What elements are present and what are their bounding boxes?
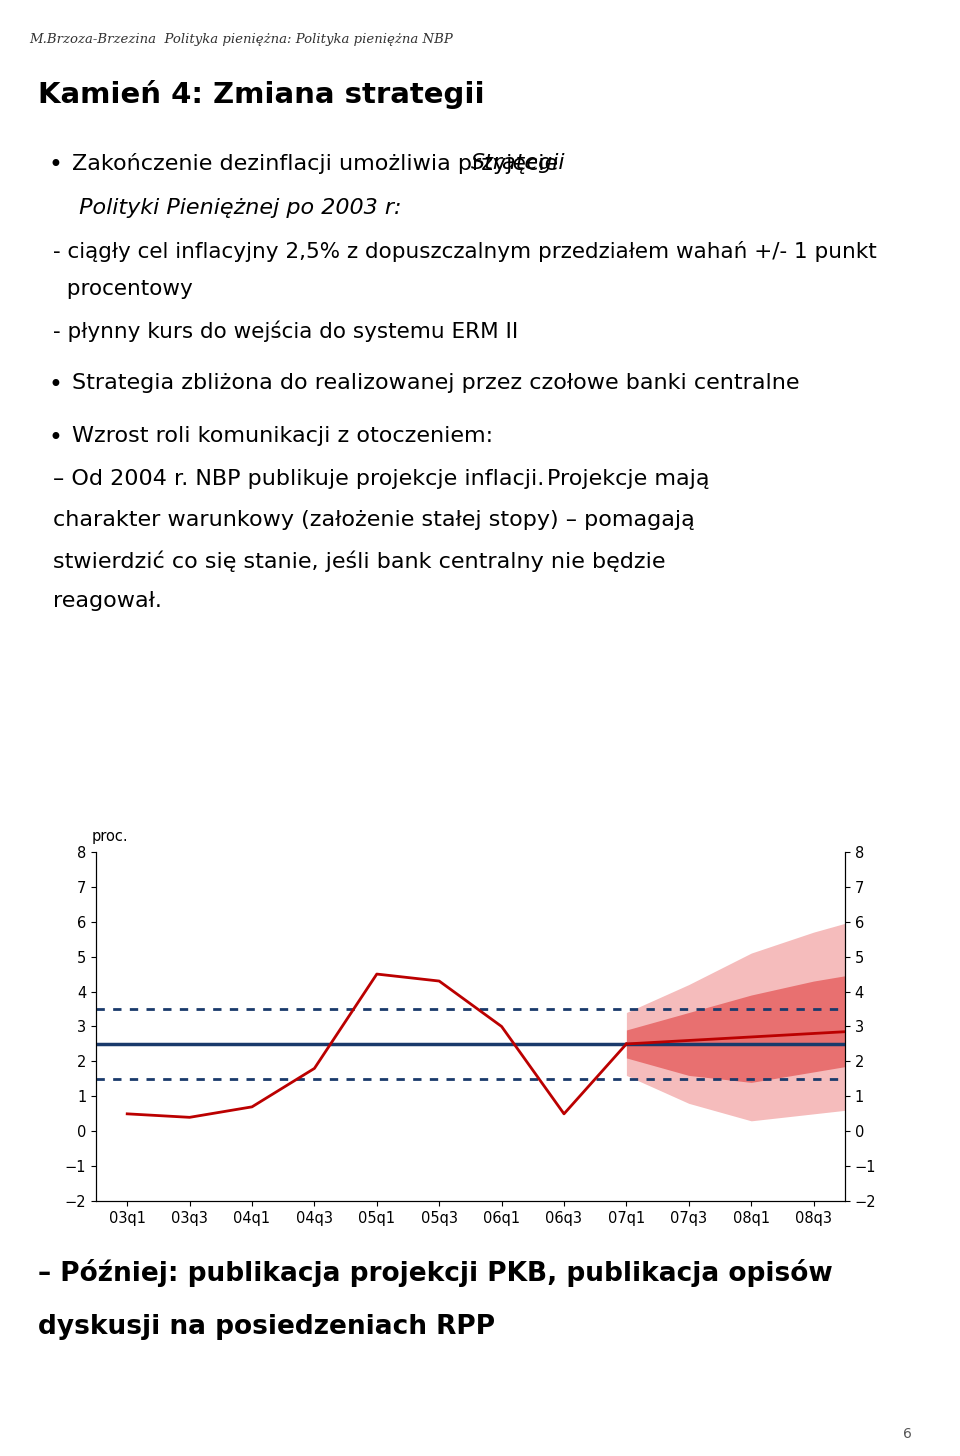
Text: Kamień 4: Zmiana strategii: Kamień 4: Zmiana strategii (38, 80, 485, 109)
Text: – Później: publikacja projekcji PKB, publikacja opisów: – Później: publikacja projekcji PKB, pub… (38, 1259, 833, 1287)
Text: 6: 6 (903, 1427, 912, 1441)
Text: Projekcje mają: Projekcje mają (547, 469, 709, 489)
Text: reagował.: reagował. (53, 591, 161, 612)
Text: •: • (48, 427, 61, 450)
Text: - ciągły cel inflacyjny 2,5% z dopuszczalnym przedziałem wahań +/- 1 punkt: - ciągły cel inflacyjny 2,5% z dopuszcza… (53, 240, 876, 262)
Text: proc.: proc. (91, 830, 128, 844)
Text: Strategia zbliżona do realizowanej przez czołowe banki centralne: Strategia zbliżona do realizowanej przez… (72, 373, 800, 393)
Text: – Od 2004 r. NBP publikuje projekcje inflacji.: – Od 2004 r. NBP publikuje projekcje inf… (53, 469, 551, 489)
Text: •: • (48, 153, 61, 176)
Text: Zakończenie dezinflacji umożliwia przyjęcie: Zakończenie dezinflacji umożliwia przyję… (72, 153, 565, 173)
Text: dyskusji na posiedzeniach RPP: dyskusji na posiedzeniach RPP (38, 1315, 495, 1341)
Text: charakter warunkowy (założenie stałej stopy) – pomagają: charakter warunkowy (założenie stałej st… (53, 510, 694, 530)
Text: •: • (48, 373, 61, 397)
Text: Strategii: Strategii (470, 153, 564, 173)
Text: Polityki Pieniężnej po 2003 r:: Polityki Pieniężnej po 2003 r: (72, 198, 401, 218)
Text: Wzrost roli komunikacji z otoczeniem:: Wzrost roli komunikacji z otoczeniem: (72, 427, 493, 446)
Text: stwierdzić co się stanie, jeśli bank centralny nie będzie: stwierdzić co się stanie, jeśli bank cen… (53, 550, 665, 572)
Text: M.Brzoza-Brzezina  Polityka pieniężna: Polityka pieniężna NBP: M.Brzoza-Brzezina Polityka pieniężna: Po… (29, 33, 452, 47)
Text: - płynny kurs do wejścia do systemu ERM II: - płynny kurs do wejścia do systemu ERM … (53, 320, 518, 342)
Text: procentowy: procentowy (53, 280, 193, 300)
